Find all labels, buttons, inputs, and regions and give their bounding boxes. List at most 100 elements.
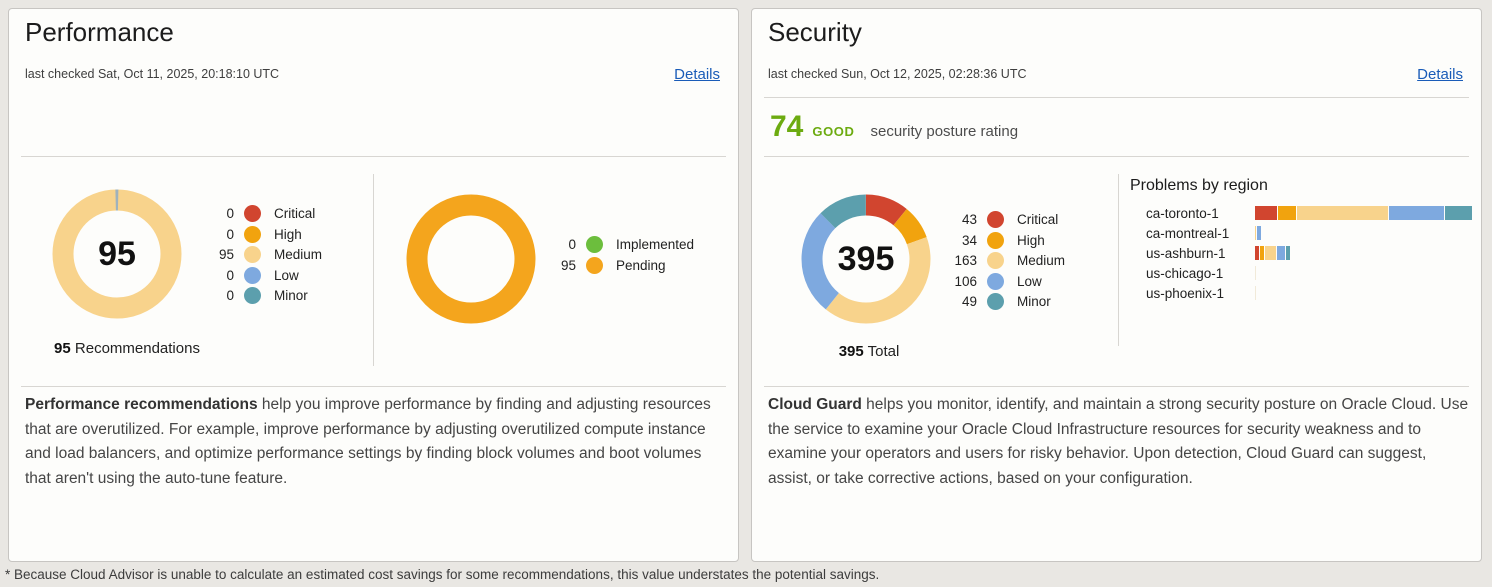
divider [764,386,1469,387]
legend-row: 106 Low [941,272,1065,290]
legend-row: 0 Implemented [540,236,694,253]
legend-value: 0 [226,226,234,242]
region-row: us-phoenix-1 [1146,285,1476,301]
legend-label: High [1017,232,1045,248]
recommendations-caption: 95 Recommendations [44,340,210,357]
posture-rating-label: security posture rating [870,123,1019,140]
recommendations-donut-chart: 95 [52,189,182,319]
security-severity-legend: 43 Critical 34 High 163 Medium 106 Low 49 Minor [941,211,1065,314]
legend-color-dot [987,211,1004,228]
problems-by-region-title: Problems by region [1130,177,1268,194]
performance-description: Performance recommendations help you imp… [25,393,727,491]
bar-segment-low [1257,226,1262,240]
security-card: Security last checked Sun, Oct 12, 2025,… [751,8,1482,562]
legend-label: Low [1017,273,1042,289]
bar-segment-minor [1286,246,1290,260]
legend-label: Critical [274,206,316,221]
recommendations-count: 95 [54,340,71,357]
security-description-body: helps you monitor, identify, and maintai… [768,396,1469,487]
bar-segment-high [1259,246,1264,260]
bar-segment-high [1278,206,1297,220]
legend-label: Low [274,267,299,283]
legend-row: 0 Critical [198,205,322,222]
legend-value: 163 [954,253,977,268]
posture-grade-badge: GOOD [812,124,855,139]
posture-score: 74 [770,110,804,143]
legend-color-dot [244,287,261,304]
region-label: ca-montreal-1 [1146,225,1230,241]
legend-row: 34 High [941,231,1065,249]
legend-color-dot [987,231,1004,249]
legend-label: Implemented [616,237,695,252]
bar-segment-minor [1444,206,1473,220]
legend-row: 0 High [198,225,322,243]
donut-ring [52,189,182,319]
legend-row: 43 Critical [941,211,1065,228]
implementation-status-donut-chart [406,194,536,324]
bar-empty-tick [1254,266,1256,280]
region-row: ca-montreal-1 [1146,225,1476,241]
legend-color-dot [244,266,261,284]
bar-segment-medium [1254,226,1257,240]
performance-title: Performance [25,17,174,47]
security-details-link[interactable]: Details [1417,66,1463,83]
donut-ring [801,194,931,324]
legend-label: High [274,226,302,242]
legend-color-dot [586,236,603,253]
legend-value: 95 [560,258,576,273]
divider [373,174,374,366]
bar-segment-medium [1297,206,1388,220]
legend-row: 49 Minor [941,293,1065,310]
security-description: Cloud Guard helps you monitor, identify,… [768,393,1470,491]
divider [764,156,1469,157]
region-stacked-bar [1254,206,1473,220]
legend-row: 0 Minor [198,287,322,304]
performance-description-lead: Performance recommendations [25,396,258,413]
region-stacked-bar [1254,266,1256,280]
donut-center-value: 395 [837,239,895,278]
region-row: us-ashburn-1 [1146,246,1476,261]
security-problems-donut-chart: 395 [801,194,931,324]
security-total-label: Total [867,343,900,360]
region-stacked-bar [1254,246,1290,260]
legend-value: 0 [226,267,234,283]
legend-color-dot [987,272,1004,290]
bar-segment-critical [1254,246,1259,260]
security-title: Security [768,17,862,47]
legend-label: Pending [616,258,666,273]
security-description-lead: Cloud Guard [768,396,862,413]
region-row: us-chicago-1 [1146,266,1476,281]
legend-color-dot [586,257,603,274]
bar-segment-critical [1254,206,1278,220]
donut-center-value: 95 [98,234,136,273]
legend-value: 95 [218,247,234,262]
problems-by-region-chart: ca-toronto-1 ca-montreal-1 us-ashburn-1 us-… [1146,206,1476,306]
donut-ring [406,194,536,324]
region-stacked-bar [1254,226,1262,240]
legend-label: Minor [1017,294,1051,309]
performance-details-link[interactable]: Details [674,66,720,83]
legend-value: 0 [568,237,576,252]
legend-value: 0 [226,206,234,221]
region-row: ca-toronto-1 [1146,206,1476,221]
region-label: us-phoenix-1 [1146,285,1225,301]
legend-row: 0 Low [198,266,322,284]
performance-card: Performance last checked Sat, Oct 11, 20… [8,8,739,562]
performance-description-body: help you improve performance by finding … [25,396,711,487]
legend-row: 95 Pending [540,257,694,274]
legend-value: 0 [226,288,234,303]
bar-segment-low [1276,246,1286,260]
legend-color-dot [244,205,261,222]
bar-segment-low [1388,206,1444,220]
security-total-count: 395 [838,343,864,360]
performance-last-checked: last checked Sat, Oct 11, 2025, 20:18:10… [25,67,280,81]
legend-label: Medium [1017,253,1066,268]
legend-color-dot [244,246,261,263]
security-posture-rating: 74 GOOD security posture rating [770,110,1018,144]
legend-color-dot [244,225,261,243]
legend-color-dot [987,293,1004,310]
recommendations-severity-legend: 0 Critical 0 High 95 Medium 0 Low 0 Minor [198,205,322,308]
security-total-caption: 395 Total [789,343,949,360]
legend-value: 106 [954,273,977,289]
legend-color-dot [987,252,1004,269]
